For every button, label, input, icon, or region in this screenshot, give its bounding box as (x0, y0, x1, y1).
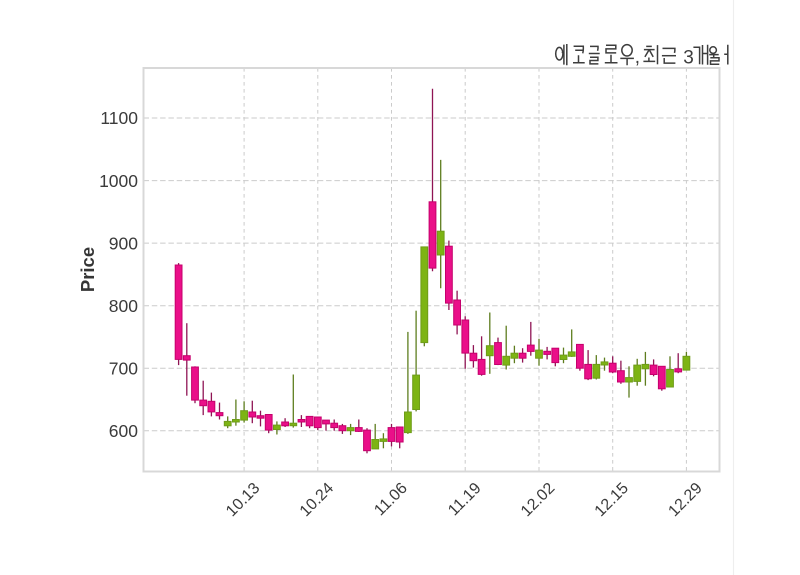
svg-text:600: 600 (109, 421, 138, 441)
svg-text:800: 800 (109, 296, 138, 316)
svg-text:Price: Price (77, 247, 98, 292)
svg-text:1000: 1000 (99, 171, 138, 191)
svg-text:,: , (635, 47, 640, 68)
svg-text:900: 900 (109, 233, 138, 253)
svg-text:1100: 1100 (100, 108, 138, 128)
svg-text:3: 3 (683, 48, 694, 69)
svg-text:700: 700 (109, 358, 138, 378)
